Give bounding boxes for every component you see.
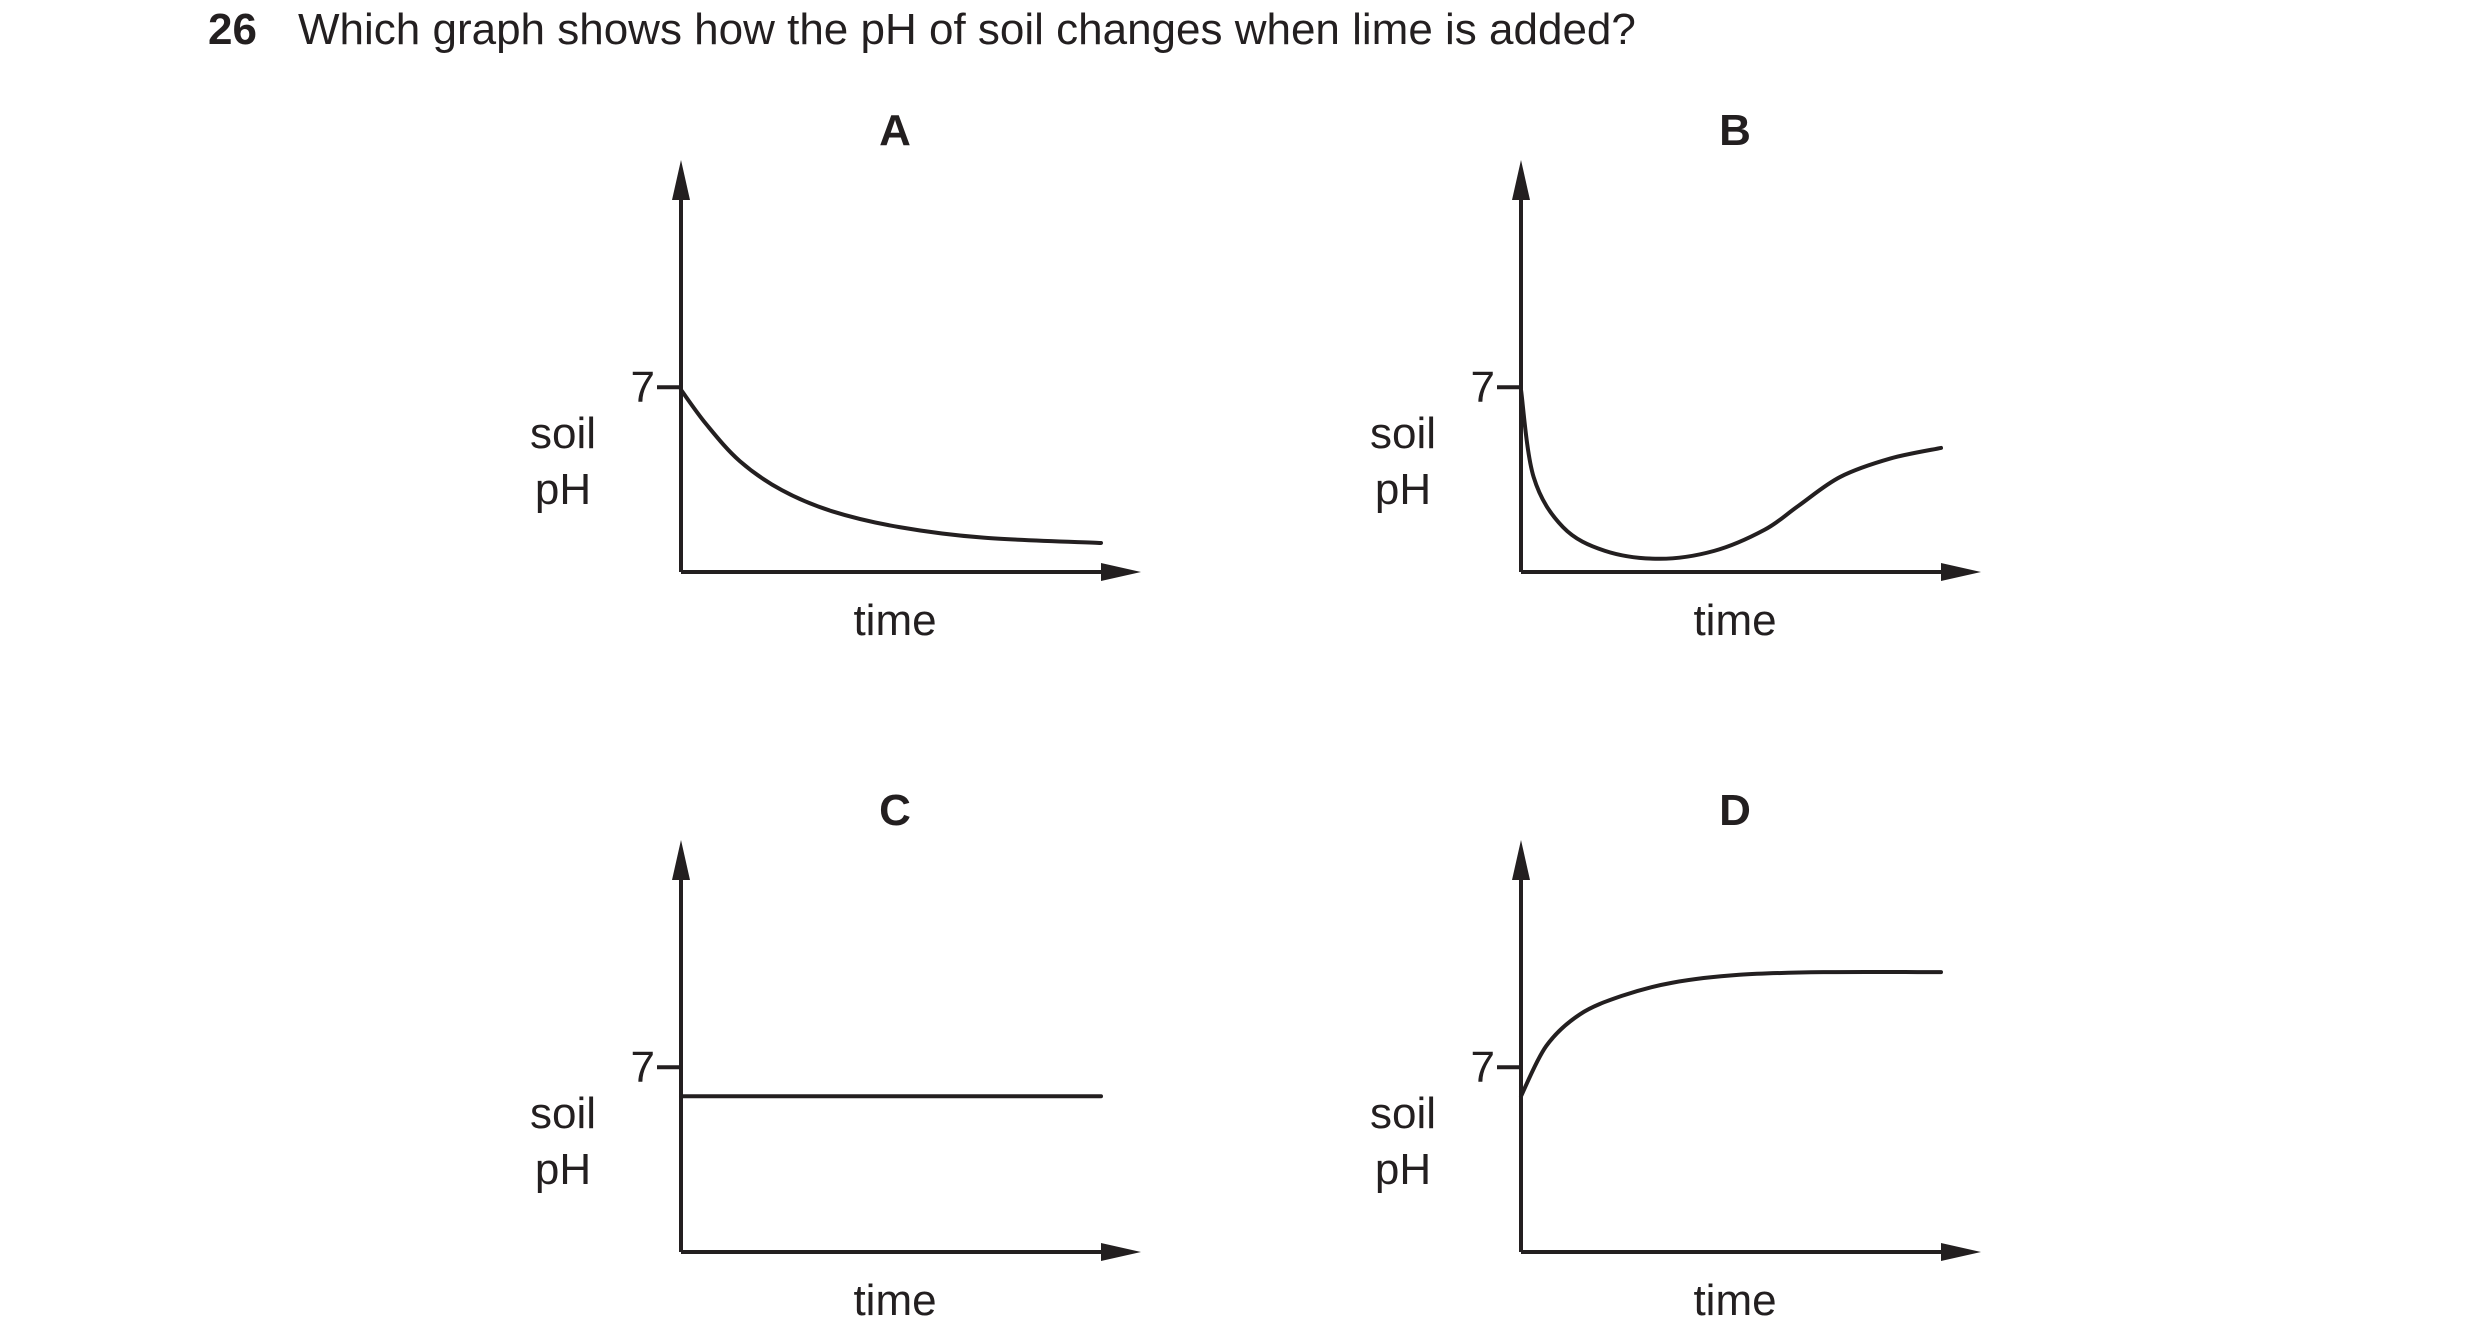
- graph-b-title: B: [1719, 106, 1751, 155]
- graph-a-tick-label: 7: [631, 363, 655, 412]
- graph-b-ylabel-ph: pH: [1375, 465, 1431, 514]
- graph-d-ylabel-ph: pH: [1375, 1145, 1431, 1194]
- graph-b-tick-label: 7: [1471, 363, 1495, 412]
- graph-d-title: D: [1719, 786, 1751, 835]
- graph-b-xlabel: time: [1693, 596, 1776, 645]
- graph-c-title: C: [879, 786, 911, 835]
- graph-d-curve: [1519, 969, 1943, 1099]
- graph-b-curve: [1519, 387, 1943, 561]
- graph-d-x-arrowhead: [1941, 1243, 1981, 1261]
- graph-a-xlabel: time: [853, 596, 936, 645]
- graph-a-y-arrowhead: [672, 160, 690, 200]
- graph-c-x-arrowhead: [1101, 1243, 1141, 1261]
- graph-c-xlabel: time: [853, 1276, 936, 1325]
- graph-c-y-arrowhead: [672, 840, 690, 880]
- graph-d-xlabel: time: [1693, 1276, 1776, 1325]
- graph-c-ylabel-soil: soil: [530, 1089, 596, 1138]
- question-stem: 26 Which graph shows how the pH of soil c…: [208, 2, 1636, 58]
- graph-a-title: A: [879, 106, 911, 155]
- question-text: Which graph shows how the pH of soil cha…: [298, 5, 1636, 54]
- graph-a-ylabel-ph: pH: [535, 465, 591, 514]
- graph-a-curve: [679, 387, 1103, 545]
- graph-a-x-arrowhead: [1101, 563, 1141, 581]
- graph-d-y-arrowhead: [1512, 840, 1530, 880]
- graph-a-ylabel-soil: soil: [530, 409, 596, 458]
- graph-d-ylabel-soil: soil: [1370, 1089, 1436, 1138]
- graph-b-x-arrowhead: [1941, 563, 1981, 581]
- graph-c-tick-label: 7: [631, 1043, 655, 1092]
- graph-b-ylabel-soil: soil: [1370, 409, 1436, 458]
- graph-d-tick-label: 7: [1471, 1043, 1495, 1092]
- graph-b-y-arrowhead: [1512, 160, 1530, 200]
- graph-c-ylabel-ph: pH: [535, 1145, 591, 1194]
- question-number: 26: [208, 5, 257, 54]
